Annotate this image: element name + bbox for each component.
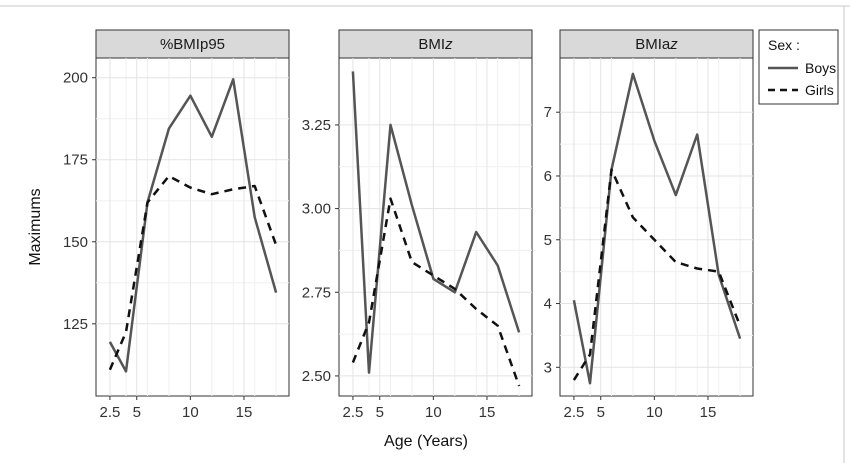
x-tick-label: 10 bbox=[425, 404, 442, 421]
facet-strip-label: BMIaz bbox=[635, 36, 678, 53]
grid-layer bbox=[339, 58, 532, 396]
y-tick-label: 5 bbox=[544, 232, 552, 249]
series-line-girls bbox=[108, 174, 278, 371]
x-tick-label: 2.5 bbox=[100, 404, 121, 421]
series-line-girls bbox=[572, 168, 742, 381]
y-tick-label: 6 bbox=[544, 168, 552, 185]
facet-strip-label: %BMIp95 bbox=[160, 36, 225, 53]
y-tick-label: 3 bbox=[544, 359, 552, 376]
y-tick-label: 4 bbox=[544, 296, 552, 313]
x-tick-label: 15 bbox=[236, 404, 253, 421]
legend-label-boys: Boys bbox=[805, 60, 836, 76]
y-axis-title: Maximums bbox=[27, 188, 44, 265]
y-axis: 125 150 175 200 bbox=[63, 70, 96, 333]
y-axis: 2.50 2.75 3.00 3.25 bbox=[302, 117, 339, 385]
plot-panel bbox=[559, 57, 754, 397]
x-axis: 2.5 5 10 15 bbox=[564, 396, 717, 421]
series-layer bbox=[572, 72, 742, 385]
legend: Sex : Boys Girls bbox=[758, 29, 839, 105]
y-tick-label: 2.75 bbox=[302, 284, 331, 301]
x-tick-label: 15 bbox=[700, 404, 717, 421]
series-line-boys bbox=[351, 71, 521, 374]
y-tick-label: 2.50 bbox=[302, 368, 331, 385]
x-axis-title: Age (Years) bbox=[384, 433, 468, 450]
y-tick-label: 200 bbox=[63, 70, 88, 87]
facet-panel-bmiaz: BMIaz 3 4 5 6 7 2.5 5 10 15 bbox=[544, 29, 754, 421]
y-tick-label: 175 bbox=[63, 152, 88, 169]
series-layer bbox=[351, 71, 521, 387]
facet-strip-label: BMIz bbox=[418, 36, 453, 53]
y-axis: 3 4 5 6 7 bbox=[544, 104, 560, 376]
series-line-boys bbox=[108, 78, 278, 373]
y-tick-label: 3.00 bbox=[302, 201, 331, 218]
y-tick-label: 3.25 bbox=[302, 117, 331, 134]
x-tick-label: 2.5 bbox=[564, 404, 585, 421]
facet-strip bbox=[559, 29, 754, 59]
x-axis: 2.5 5 10 15 bbox=[343, 396, 496, 421]
legend-label-girls: Girls bbox=[805, 82, 834, 98]
y-tick-label: 150 bbox=[63, 234, 88, 251]
y-tick-label: 7 bbox=[544, 104, 552, 121]
x-tick-label: 10 bbox=[182, 404, 199, 421]
facet-panel-bmip95: %BMIp95 125 150 175 200 2.5 5 10 15 bbox=[63, 29, 290, 421]
series-layer bbox=[108, 78, 278, 373]
x-axis: 2.5 5 10 15 bbox=[100, 396, 253, 421]
x-tick-label: 2.5 bbox=[343, 404, 364, 421]
legend-title: Sex : bbox=[768, 37, 800, 53]
x-tick-label: 15 bbox=[479, 404, 496, 421]
x-tick-label: 10 bbox=[646, 404, 663, 421]
grid-layer bbox=[96, 58, 289, 396]
x-tick-label: 5 bbox=[133, 404, 141, 421]
x-tick-label: 5 bbox=[376, 404, 384, 421]
facet-strip bbox=[338, 29, 533, 59]
series-line-boys bbox=[572, 72, 742, 385]
facet-panel-bmiz: BMIz 2.50 2.75 3.00 3.25 2.5 5 10 15 bbox=[302, 29, 533, 421]
plot-panel bbox=[95, 57, 290, 397]
series-line-girls bbox=[351, 197, 521, 387]
x-tick-label: 5 bbox=[597, 404, 605, 421]
y-tick-label: 125 bbox=[63, 316, 88, 333]
facet-strip bbox=[95, 29, 290, 59]
